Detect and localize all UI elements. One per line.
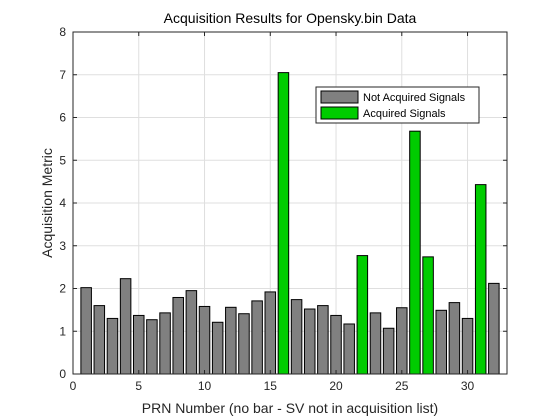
bar-prn-29 [448,302,461,375]
y-tick-label: 8 [59,25,66,39]
bar-prn-24 [382,327,395,375]
x-tick-label: 30 [461,379,475,393]
bar-prn-14 [251,300,263,375]
legend-swatch-not-acquired [320,90,359,104]
bars [80,72,500,375]
x-tick-label: 5 [135,379,142,393]
grid [73,32,507,374]
axes [72,31,508,375]
y-tick-label: 6 [59,111,66,125]
x-tick-label: 0 [70,379,77,393]
bar-prn-31 [474,184,487,375]
bar-prn-15 [264,291,277,375]
legend-swatch-acquired [320,106,359,120]
y-tick-label: 1 [59,324,66,338]
bar-prn-16 [277,72,290,375]
legend: Not Acquired Signals Acquired Signals [315,86,480,124]
bar-prn-28 [435,309,448,375]
legend-entry-acquired: Acquired Signals [363,108,446,120]
y-tick-label: 4 [59,196,66,210]
bar-prn-23 [369,312,382,375]
bar-prn-9 [185,290,198,375]
bar-prn-12 [225,306,237,375]
bar-prn-30 [461,317,474,375]
bar-prn-5 [132,314,145,375]
y-tick-label: 0 [59,367,66,381]
tick-labels: 0 5 10 15 20 25 30 0 1 2 3 4 5 6 7 8 [59,25,474,393]
chart-title: Acquisition Results for Opensky.bin Data [164,10,417,26]
x-axis-label: PRN Number (no bar - SV not in acquisiti… [142,400,438,416]
bar-prn-26 [409,130,421,375]
bar-prn-3 [106,317,119,375]
x-tick-label: 20 [329,379,343,393]
bar-prn-20 [330,314,342,375]
bar-prn-4 [119,278,132,375]
bar-prn-25 [396,307,408,375]
bar-prn-10 [198,305,211,375]
bar-prn-22 [356,255,369,375]
bar-prn-7 [159,312,171,375]
y-tick-label: 3 [59,239,66,253]
bar-prn-13 [238,313,250,375]
bar-prn-6 [146,319,158,375]
bar-prn-32 [488,282,500,375]
y-tick-label: 7 [59,68,66,82]
bar-prn-18 [303,308,316,375]
bar-prn-2 [93,305,106,375]
bar-prn-1 [80,287,92,375]
bar-prn-11 [211,321,224,375]
bar-prn-17 [290,299,303,375]
x-tick-label: 15 [264,379,278,393]
y-tick-label: 5 [59,153,66,167]
bar-prn-8 [172,296,184,375]
y-tick-label: 2 [59,282,66,296]
legend-entry-not-acquired: Not Acquired Signals [363,92,466,104]
y-axis-label: Acquisition Metric [39,148,55,258]
bar-prn-21 [343,323,355,375]
x-tick-label: 25 [395,379,409,393]
x-tick-label: 10 [198,379,212,393]
bar-prn-19 [317,305,329,375]
bar-prn-27 [422,256,434,375]
